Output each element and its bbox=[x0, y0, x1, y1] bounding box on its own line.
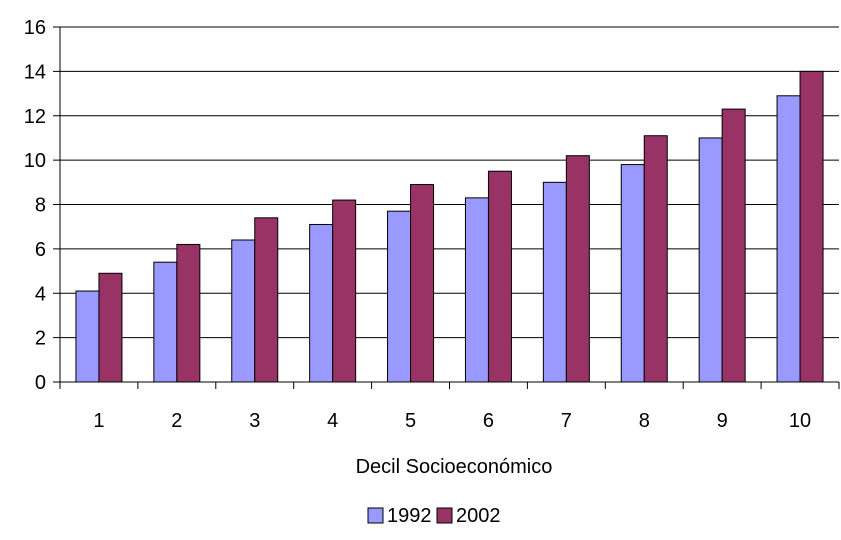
bar-2002-7 bbox=[565, 155, 590, 383]
bar-2002-1 bbox=[98, 272, 123, 383]
y-tick-label: 6 bbox=[35, 239, 46, 261]
bar-1992-4 bbox=[309, 223, 334, 383]
bar-2002-2 bbox=[176, 243, 201, 383]
legend: 1992 2002 bbox=[367, 505, 501, 527]
bar-2002-8 bbox=[643, 135, 668, 383]
x-tick-label: 9 bbox=[717, 410, 728, 432]
bar-1992-7 bbox=[542, 181, 567, 383]
x-tick-label: 5 bbox=[405, 410, 416, 432]
x-axis-title: Decil Socioeconómico bbox=[356, 456, 553, 478]
bar-2002-6 bbox=[487, 170, 512, 383]
bar-1992-1 bbox=[75, 290, 100, 383]
y-tick-label: 16 bbox=[24, 17, 46, 39]
y-tick-label: 12 bbox=[24, 106, 46, 128]
bar-2002-3 bbox=[254, 217, 279, 383]
axes bbox=[53, 26, 840, 389]
x-tick-label: 10 bbox=[789, 410, 811, 432]
y-tick-label: 0 bbox=[35, 372, 46, 394]
bar-2002-9 bbox=[721, 108, 746, 383]
bar-2002-10 bbox=[799, 70, 824, 383]
bar-1992-8 bbox=[620, 164, 645, 383]
legend-label-2002: 2002 bbox=[456, 505, 501, 527]
bar-1992-2 bbox=[153, 261, 178, 383]
bar-1992-6 bbox=[464, 197, 489, 383]
bar-2002-5 bbox=[410, 184, 435, 383]
bar-1992-9 bbox=[698, 137, 723, 383]
x-tick-label: 8 bbox=[639, 410, 650, 432]
y-tick-label: 8 bbox=[35, 195, 46, 217]
x-tick-label: 6 bbox=[483, 410, 494, 432]
bars bbox=[75, 70, 824, 383]
y-tick-label: 14 bbox=[24, 61, 46, 83]
bar-1992-5 bbox=[387, 210, 412, 383]
legend-label-1992: 1992 bbox=[387, 505, 432, 527]
legend-swatch-1992 bbox=[367, 507, 384, 524]
bar-1992-10 bbox=[776, 95, 801, 383]
y-tick-label: 10 bbox=[24, 150, 46, 172]
bar-1992-3 bbox=[231, 239, 256, 383]
x-tick-label: 3 bbox=[249, 410, 260, 432]
y-tick-label: 4 bbox=[35, 283, 46, 305]
y-tick-label: 2 bbox=[35, 328, 46, 350]
x-tick-label: 7 bbox=[561, 410, 572, 432]
x-tick-label: 4 bbox=[327, 410, 338, 432]
x-tick-label: 2 bbox=[171, 410, 182, 432]
x-tick-label: 1 bbox=[93, 410, 104, 432]
bar-2002-4 bbox=[332, 199, 357, 383]
legend-swatch-2002 bbox=[436, 507, 453, 524]
